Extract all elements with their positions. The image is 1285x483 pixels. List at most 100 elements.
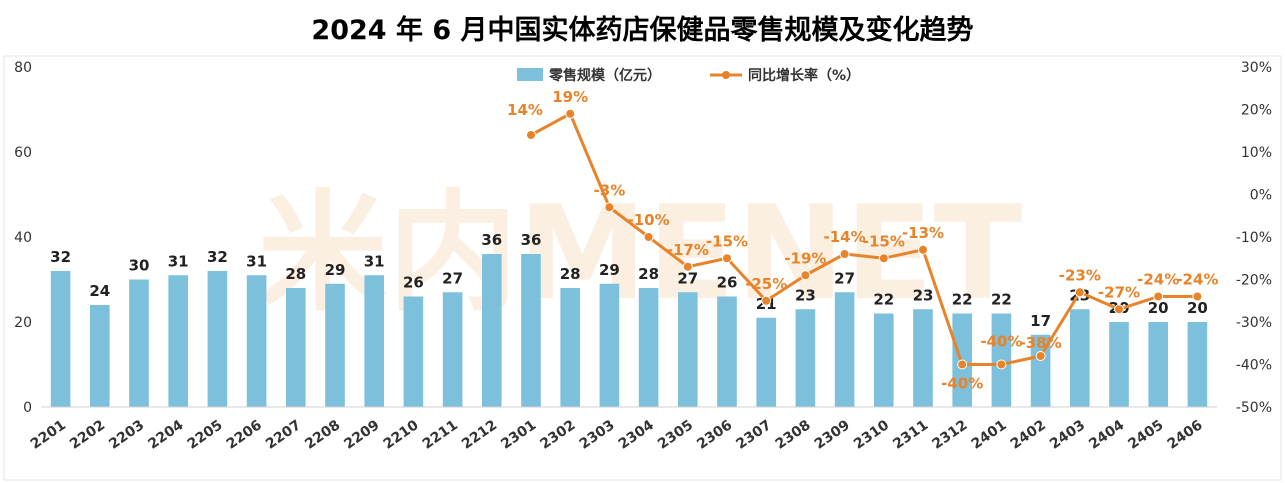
category-label: 2310 [851,417,892,453]
bar [168,275,188,407]
growth-label: -23% [1059,266,1101,284]
bar-value-label: 36 [521,231,542,249]
bar-value-label: 31 [168,252,189,270]
bar [364,275,384,407]
growth-label: -24% [1137,271,1179,289]
bar-value-label: 22 [873,291,894,309]
legend-line-marker [722,71,730,79]
legend-line-label: 同比增长率（%） [748,67,860,84]
line-series: 14%19%-3%-10%-17%-15%-25%-19%-14%-15%-13… [507,88,1218,393]
bar-value-label: 36 [481,231,502,249]
growth-point [1153,291,1164,302]
category-label: 2303 [577,417,618,452]
category-label: 2306 [694,417,735,452]
bar [599,283,620,407]
right-tick-label: 10% [1241,145,1272,161]
right-tick-label: 20% [1241,103,1272,119]
category-label: 2209 [341,417,382,452]
growth-point [643,232,654,242]
right-tick-label: 0% [1250,188,1272,204]
category-label: 2207 [263,417,304,452]
growth-point [957,359,968,370]
bar [795,309,816,407]
bar [246,275,267,407]
growth-point [1035,351,1046,361]
growth-point [1114,304,1124,315]
bar-value-label: 29 [325,261,346,279]
left-tick-label: 0 [23,400,32,416]
bar-value-label: 23 [795,286,816,304]
bar [834,292,855,407]
bar-value-label: 28 [285,265,306,283]
category-label: 2203 [106,417,147,452]
bar [756,317,776,407]
growth-label: -14% [824,228,866,246]
category-label: 2202 [67,417,108,452]
bar [90,305,110,407]
category-label: 2405 [1125,417,1166,452]
left-axis: 0 20 40 60 80 [14,60,32,416]
growth-label: -3% [594,181,626,199]
bar-value-label: 20 [1187,299,1208,317]
bar-value-label: 27 [677,269,698,287]
growth-label: -15% [863,232,905,250]
growth-point [1074,287,1085,298]
bar-value-label: 30 [129,257,150,275]
growth-label: -13% [902,224,944,242]
growth-point [839,249,850,259]
growth-label: -25% [745,275,787,293]
right-tick-label: -20% [1236,273,1272,289]
bar [560,288,580,407]
right-tick-label: -50% [1236,400,1272,416]
category-label: 2309 [812,417,853,452]
left-tick-label: 20 [14,315,32,331]
right-tick-label: -40% [1236,358,1272,374]
growth-point [996,359,1007,370]
right-axis: -50% -40% -30% -20% -10% 0% 10% 20% 30% [1236,60,1272,416]
category-label: 2206 [224,417,265,452]
right-tick-label: -30% [1236,315,1272,331]
growth-label: -19% [784,249,826,267]
category-label: 2404 [1086,417,1127,453]
left-tick-label: 60 [14,145,32,161]
bar [482,254,502,407]
category-label: 2302 [537,417,578,452]
bar-value-label: 22 [991,291,1012,309]
bar-value-label: 23 [913,286,934,304]
bar [521,254,541,407]
category-label: 2403 [1047,417,1088,452]
growth-label: 19% [552,88,588,106]
growth-point [878,253,889,264]
bar-value-label: 31 [246,252,267,270]
legend: 零售规模（亿元） 同比增长率（%） [517,67,860,84]
growth-label: -17% [667,241,709,259]
category-label: 2312 [929,417,970,452]
legend-bar-swatch [517,68,543,81]
bar [874,313,894,407]
category-label: 2208 [302,417,343,452]
growth-label: -27% [1098,283,1140,301]
growth-label: 14% [507,101,543,119]
bar [678,292,698,407]
bar-value-label: 27 [834,269,855,287]
category-label: 2406 [1165,417,1206,452]
bar [638,288,659,407]
growth-point [682,261,693,272]
bar-value-label: 22 [952,291,973,309]
category-label: 2211 [420,417,461,452]
category-label: 2210 [381,417,422,453]
bar-value-label: 24 [89,282,110,300]
x-axis: 2201220222032204220522062207220822092210… [28,406,1217,453]
growth-label: -40% [941,375,983,393]
right-tick-label: 30% [1241,60,1272,76]
category-label: 2307 [733,417,774,452]
bar-value-label: 20 [1148,299,1169,317]
category-label: 2304 [616,417,657,453]
growth-line [530,112,1198,366]
right-tick-label: -10% [1236,230,1272,246]
growth-point [918,244,928,255]
bar [403,296,424,407]
growth-label: -40% [980,333,1022,351]
bar [325,283,345,407]
